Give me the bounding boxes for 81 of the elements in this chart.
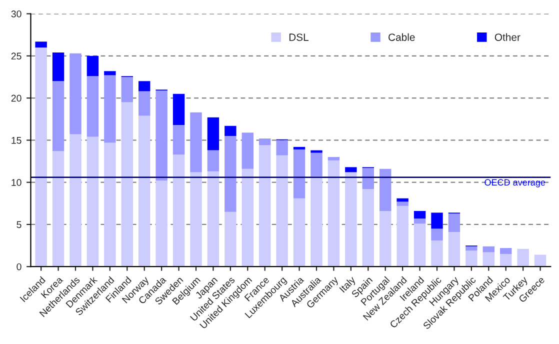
bar: [156, 180, 168, 267]
bar: [500, 248, 512, 254]
bar: [448, 214, 460, 232]
bar: [172, 94, 185, 126]
legend-label: Other: [494, 33, 520, 41]
bar: [224, 126, 236, 136]
y-tick-label: 5: [16, 221, 22, 228]
bar: [345, 172, 357, 267]
bar: [276, 155, 288, 267]
bar: [482, 252, 494, 267]
bar: [190, 172, 202, 267]
bar: [431, 212, 443, 229]
bar: [310, 152, 322, 176]
bar: [52, 81, 64, 152]
bar: [259, 138, 271, 146]
y-tick-label: 30: [11, 10, 22, 18]
bar: [104, 142, 116, 267]
bar: [431, 240, 443, 267]
bar: [52, 52, 64, 82]
bar: [310, 176, 322, 267]
bar: [259, 145, 271, 267]
bar: [500, 254, 512, 267]
legend-label: DSL: [289, 34, 308, 41]
bar: [482, 246, 494, 252]
bar: [86, 76, 99, 137]
bar: [310, 150, 322, 153]
bar: [224, 212, 236, 267]
bar: [121, 76, 133, 102]
bar: [52, 151, 64, 267]
bar: [172, 125, 185, 155]
bar: [466, 250, 478, 267]
bar: [431, 228, 443, 240]
bar: [293, 146, 306, 150]
bar: [466, 246, 478, 251]
bar: [70, 134, 82, 267]
ref-line-label: OECD average: [484, 179, 546, 188]
bar: [242, 168, 254, 267]
bar: [293, 198, 306, 267]
bar: [380, 168, 392, 211]
bar: [121, 102, 133, 267]
bar: [35, 47, 47, 267]
bar: [224, 136, 236, 212]
bar: [70, 53, 82, 134]
bar: [207, 171, 220, 267]
bar: [276, 140, 288, 156]
bar: [190, 112, 202, 172]
bar: [396, 202, 408, 206]
y-tick-label: 0: [16, 263, 22, 270]
bar: [517, 248, 529, 267]
bar: [156, 90, 168, 181]
bar: [534, 254, 546, 267]
legend-label: Cable: [388, 33, 415, 41]
bar: [86, 136, 99, 267]
bar: [172, 154, 185, 267]
bar: [86, 56, 99, 76]
bar: [362, 189, 374, 267]
bar: [104, 71, 116, 76]
bar: [396, 198, 408, 202]
y-tick-label: 10: [12, 179, 22, 186]
bar: [138, 81, 150, 92]
y-tick-label: 20: [11, 94, 22, 102]
bar: [396, 206, 408, 267]
bar: [328, 160, 340, 267]
bar: [414, 218, 426, 224]
y-tick-label: 25: [11, 52, 22, 60]
bar: [345, 167, 357, 172]
bar: [362, 168, 374, 190]
bar: [35, 42, 47, 48]
bar: [104, 75, 116, 143]
bar: [207, 117, 220, 150]
bar: [414, 224, 426, 267]
bar: [207, 150, 220, 172]
bar: [448, 232, 460, 267]
bar: [138, 91, 150, 116]
bar: [138, 116, 150, 267]
bar: [380, 210, 392, 267]
bar: [293, 149, 306, 198]
y-tick-label: 15: [12, 137, 22, 144]
bar: [328, 157, 340, 160]
bar: [242, 132, 254, 169]
bar: [414, 210, 426, 219]
